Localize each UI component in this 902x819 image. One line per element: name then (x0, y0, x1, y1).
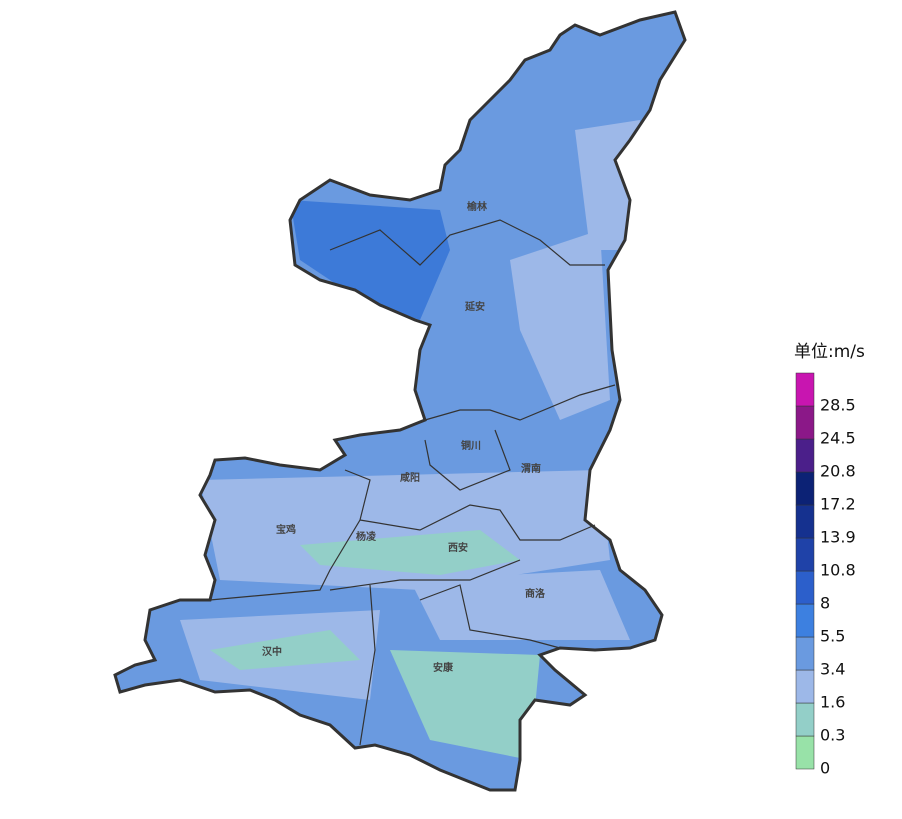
legend-swatch (795, 603, 815, 638)
legend-tick-label: 0 (820, 759, 830, 778)
legend-swatch (795, 471, 815, 506)
city-label: 西安 (448, 541, 468, 554)
city-label: 杨凌 (356, 530, 377, 543)
city-label: 榆林 (467, 200, 488, 213)
legend-tick-label: 3.4 (820, 660, 845, 679)
legend-tick-label: 17.2 (820, 495, 856, 514)
legend-swatch (795, 570, 815, 605)
legend-swatch (795, 669, 815, 704)
legend-tick-label: 24.5 (820, 429, 856, 448)
legend-tick-label: 0.3 (820, 726, 845, 745)
legend-swatch (795, 405, 815, 440)
legend-swatch (795, 702, 815, 737)
legend-swatch (795, 537, 815, 572)
city-label: 渭南 (521, 462, 541, 475)
city-label: 延安 (464, 300, 485, 313)
city-label: 铜川 (461, 439, 481, 452)
legend-tick-label: 28.5 (820, 396, 856, 415)
legend-title: 单位:m/s (794, 342, 865, 362)
legend-tick-label: 20.8 (820, 462, 856, 481)
legend-swatch (795, 438, 815, 473)
legend: 0 0.3 1.6 3.4 5.5 8 10.8 13.9 17.2 20.8 24.5 28.5 (795, 372, 856, 778)
legend-swatch (795, 372, 815, 407)
legend-tick-label: 8 (820, 594, 830, 613)
district-borders (209, 219, 616, 746)
legend-tick-label: 13.9 (820, 528, 856, 547)
city-label: 安康 (433, 661, 454, 674)
legend-swatch (795, 504, 815, 539)
legend-swatch (795, 735, 815, 770)
city-label: 咸阳 (400, 471, 420, 484)
legend-tick-label: 5.5 (820, 627, 845, 646)
city-label: 宝鸡 (276, 523, 296, 536)
legend-tick-label: 1.6 (820, 693, 845, 712)
legend-tick-label: 10.8 (820, 561, 856, 580)
legend-swatch (795, 636, 815, 671)
city-label: 商洛 (525, 587, 546, 600)
city-label: 汉中 (262, 645, 282, 658)
